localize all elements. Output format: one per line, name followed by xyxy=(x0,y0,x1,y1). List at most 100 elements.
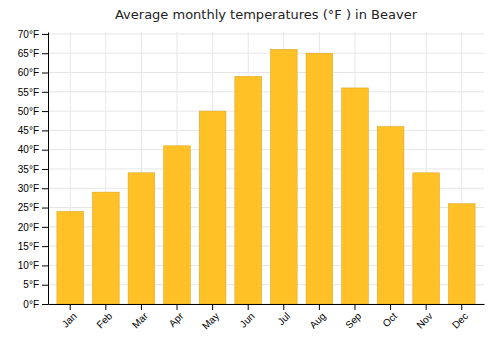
grid-line xyxy=(48,168,484,169)
tick-mark xyxy=(42,130,48,131)
tick: Mar xyxy=(130,304,150,330)
tick-label: Jan xyxy=(60,310,79,329)
tick: 45°F xyxy=(18,125,48,136)
tick-label: 10°F xyxy=(18,260,39,271)
tick: 55°F xyxy=(18,87,48,98)
bar xyxy=(306,53,333,304)
title: Average monthly temperatures (°F ) in Be… xyxy=(115,7,418,22)
tick: Jun xyxy=(238,304,257,330)
tick-label: Mar xyxy=(130,310,150,330)
tick-label: 30°F xyxy=(18,183,39,194)
grid-line xyxy=(48,33,484,34)
tick: 65°F xyxy=(18,48,48,59)
tick-label: Nov xyxy=(414,310,434,330)
tick: 15°F xyxy=(18,241,48,252)
tick-label: Apr xyxy=(167,310,186,329)
tick: Nov xyxy=(414,304,434,331)
tick-label: 5°F xyxy=(23,279,39,290)
bar xyxy=(57,211,84,304)
tick-mark xyxy=(248,304,249,310)
tick-mark xyxy=(283,304,284,310)
tick-label: 15°F xyxy=(18,241,39,252)
tick: Dec xyxy=(450,304,470,331)
tick: Jan xyxy=(60,304,79,330)
tick: 5°F xyxy=(23,279,48,290)
tick-mark xyxy=(212,304,213,310)
grid-line xyxy=(48,149,484,150)
tick-mark xyxy=(42,265,48,266)
tick: Jul xyxy=(275,304,292,327)
tick-mark xyxy=(42,150,48,151)
tick: 70°F xyxy=(18,29,48,40)
bar xyxy=(448,204,475,304)
tick-mark xyxy=(42,246,48,247)
grid-line xyxy=(48,72,484,73)
bar xyxy=(342,88,369,304)
tick-label: 35°F xyxy=(18,164,39,175)
tick: 35°F xyxy=(18,164,48,175)
tick-label: Dec xyxy=(450,310,470,330)
tick-label: Jun xyxy=(238,310,257,329)
tick-mark xyxy=(390,304,391,310)
tick-mark xyxy=(42,208,48,209)
tick: 25°F xyxy=(18,202,48,213)
tick-mark xyxy=(42,169,48,170)
bars xyxy=(57,49,475,304)
tick-label: Sep xyxy=(343,310,364,331)
grid-line xyxy=(48,91,484,92)
grid xyxy=(48,32,484,304)
tick: 0°F xyxy=(23,299,48,310)
tick-mark xyxy=(42,73,48,74)
tick-label: 70°F xyxy=(18,29,39,40)
axis-line xyxy=(48,33,49,305)
grid-line xyxy=(48,53,484,54)
axis-line xyxy=(49,304,485,305)
tick-mark xyxy=(426,304,427,310)
tick-label: 45°F xyxy=(18,125,39,136)
tick-mark xyxy=(42,53,48,54)
tick-label: Feb xyxy=(94,310,114,330)
tick-mark xyxy=(42,188,48,189)
tick-mark xyxy=(42,227,48,228)
tick: 20°F xyxy=(18,222,48,233)
tick: 60°F xyxy=(18,67,48,78)
bar xyxy=(164,146,191,304)
tick-mark xyxy=(177,304,178,310)
tick-label: 60°F xyxy=(18,67,39,78)
tick: Aug xyxy=(308,304,328,331)
tick: 30°F xyxy=(18,183,48,194)
tick-label: 65°F xyxy=(18,48,39,59)
bar xyxy=(235,76,262,304)
bar xyxy=(413,173,440,304)
tick-mark xyxy=(70,304,71,310)
tick: Feb xyxy=(94,304,114,330)
tick-mark xyxy=(354,304,355,310)
x-axis: Jan Feb Mar Apr May Jun Jul Aug Sep Oct Nov Dec xyxy=(49,304,485,332)
plot: 0°F 5°F 10°F 15°F 20°F 25°F 30°F 35°F 40°F 45°F 50… xyxy=(18,29,485,332)
tick-mark xyxy=(319,304,320,310)
tick-mark xyxy=(42,92,48,93)
grid-line xyxy=(48,111,484,112)
tick-mark xyxy=(42,304,48,305)
bar xyxy=(377,127,404,304)
tick: May xyxy=(200,304,221,332)
y-axis: 0°F 5°F 10°F 15°F 20°F 25°F 30°F 35°F 40°F 45°F 50… xyxy=(18,29,49,310)
tick-label: 0°F xyxy=(23,299,39,310)
tick: 40°F xyxy=(18,144,48,155)
tick: Apr xyxy=(167,304,186,329)
tick-label: Oct xyxy=(380,310,399,329)
tick-label: 50°F xyxy=(18,106,39,117)
tick-label: 55°F xyxy=(18,87,39,98)
grid-line xyxy=(48,130,484,131)
tick-label: Jul xyxy=(275,310,292,327)
tick-mark xyxy=(461,304,462,310)
tick-label: May xyxy=(200,310,221,331)
tick-label: Aug xyxy=(308,310,328,330)
bar xyxy=(270,49,297,304)
tick-label: 40°F xyxy=(18,144,39,155)
tick: 50°F xyxy=(18,106,48,117)
tick-label: 20°F xyxy=(18,222,39,233)
tick-mark xyxy=(42,111,48,112)
tick: 10°F xyxy=(18,260,48,271)
tick-label: 25°F xyxy=(18,202,39,213)
